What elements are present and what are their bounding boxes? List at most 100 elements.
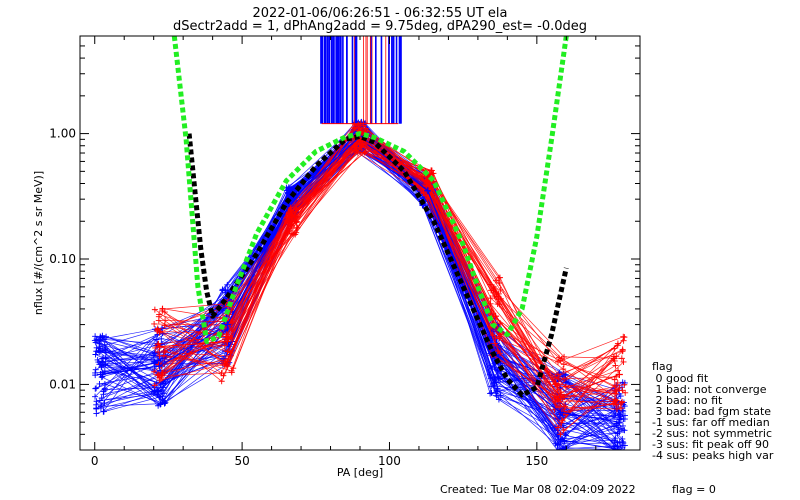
spectrum-trace <box>154 137 623 403</box>
plus-marker <box>293 206 300 213</box>
legend-entry: -1 sus: far off median <box>652 416 770 429</box>
spectrum-trace <box>101 145 616 447</box>
plus-marker <box>220 372 227 379</box>
plus-marker <box>219 287 226 294</box>
plus-marker <box>91 337 98 344</box>
plus-marker <box>155 349 162 356</box>
plus-marker <box>153 327 160 334</box>
plus-marker <box>560 427 567 434</box>
plus-marker <box>151 358 158 365</box>
plus-marker <box>557 431 564 438</box>
spectrum-trace <box>102 130 624 446</box>
plus-marker <box>620 358 627 365</box>
y-axis-label: nflux [#/(cm^2 s sr MeV)] <box>32 171 45 315</box>
spectrum-trace <box>94 124 620 450</box>
plus-marker <box>92 393 99 400</box>
plus-marker <box>555 375 562 382</box>
x-tick-label: 100 <box>378 454 401 468</box>
plus-marker <box>151 382 158 389</box>
plus-marker <box>285 210 292 217</box>
red-data-point <box>156 343 164 351</box>
flag-legend: flag 0 good fit 1 bad: not converge 2 ba… <box>652 360 774 462</box>
y-tick-label: 1.00 <box>49 127 76 141</box>
blue-series-line <box>100 135 620 423</box>
plus-marker <box>622 389 629 396</box>
plus-marker <box>617 393 624 400</box>
blue-data-point <box>156 362 164 370</box>
y-tick-label: 0.01 <box>49 377 76 391</box>
plus-marker <box>621 381 628 388</box>
plus-marker <box>428 167 435 174</box>
plus-marker <box>102 354 109 361</box>
plus-marker <box>613 406 620 413</box>
plus-marker <box>616 384 623 391</box>
x-tick-label: 0 <box>91 454 99 468</box>
plus-marker <box>611 390 618 397</box>
x-tick-label: 50 <box>234 454 249 468</box>
spectrum-trace <box>164 130 615 387</box>
plus-marker <box>614 342 621 349</box>
spectrum-trace <box>159 152 623 399</box>
spectrum-trace <box>95 137 622 450</box>
spectrum-trace <box>159 130 622 409</box>
plus-marker <box>618 355 625 362</box>
plus-marker <box>155 340 162 347</box>
plus-marker <box>612 362 619 369</box>
plus-marker <box>560 361 567 368</box>
plus-marker <box>496 350 503 357</box>
spectrum-trace <box>98 129 623 446</box>
plus-marker <box>619 435 626 442</box>
plus-marker <box>228 367 235 374</box>
plus-marker <box>555 424 562 431</box>
plus-marker <box>158 335 165 342</box>
red-data-point <box>492 312 500 320</box>
plus-marker <box>98 364 105 371</box>
plus-marker <box>151 368 158 375</box>
plus-marker <box>100 388 107 395</box>
spectrum-trace <box>103 130 618 443</box>
plus-marker <box>155 313 162 320</box>
plus-marker <box>362 125 369 132</box>
plus-marker <box>101 367 108 374</box>
plus-marker <box>557 436 564 443</box>
plus-marker <box>618 405 625 412</box>
plus-marker <box>154 372 161 379</box>
plus-marker <box>617 443 624 450</box>
chart-title-line-2: dSectr2add = 1, dPhAng2add = 9.75deg, dP… <box>173 19 587 34</box>
plus-marker <box>158 369 165 376</box>
legend-title: flag <box>652 360 673 373</box>
spectrum-trace <box>162 152 617 380</box>
plus-marker <box>615 410 622 417</box>
red-data-point <box>556 393 564 401</box>
spectra-traces <box>91 36 629 450</box>
plus-marker <box>224 348 231 355</box>
plus-marker <box>287 186 294 193</box>
series-layer <box>97 132 623 426</box>
plus-marker <box>287 206 294 213</box>
plus-marker <box>611 382 618 389</box>
plus-marker <box>152 344 159 351</box>
plus-marker <box>218 378 225 385</box>
plus-marker <box>494 301 501 308</box>
footer-flag: flag = 0 <box>672 483 716 496</box>
plus-marker <box>487 295 494 302</box>
red-data-point <box>424 180 432 187</box>
spectrum-trace <box>164 138 621 411</box>
plus-marker <box>160 390 167 397</box>
red-data-point <box>288 217 296 225</box>
plus-marker <box>610 445 617 450</box>
plus-marker <box>559 417 566 424</box>
plus-marker <box>93 398 100 405</box>
plus-marker <box>150 352 157 359</box>
blue-data-point <box>424 187 432 195</box>
legend-entry: 1 bad: not converge <box>652 383 767 396</box>
plus-marker <box>358 143 365 150</box>
plus-marker <box>154 391 161 398</box>
plus-marker <box>161 347 168 354</box>
plus-marker <box>554 447 561 450</box>
plus-marker <box>98 374 105 381</box>
fit-curves <box>171 36 569 398</box>
plus-marker <box>92 366 99 373</box>
plus-marker <box>96 380 103 387</box>
